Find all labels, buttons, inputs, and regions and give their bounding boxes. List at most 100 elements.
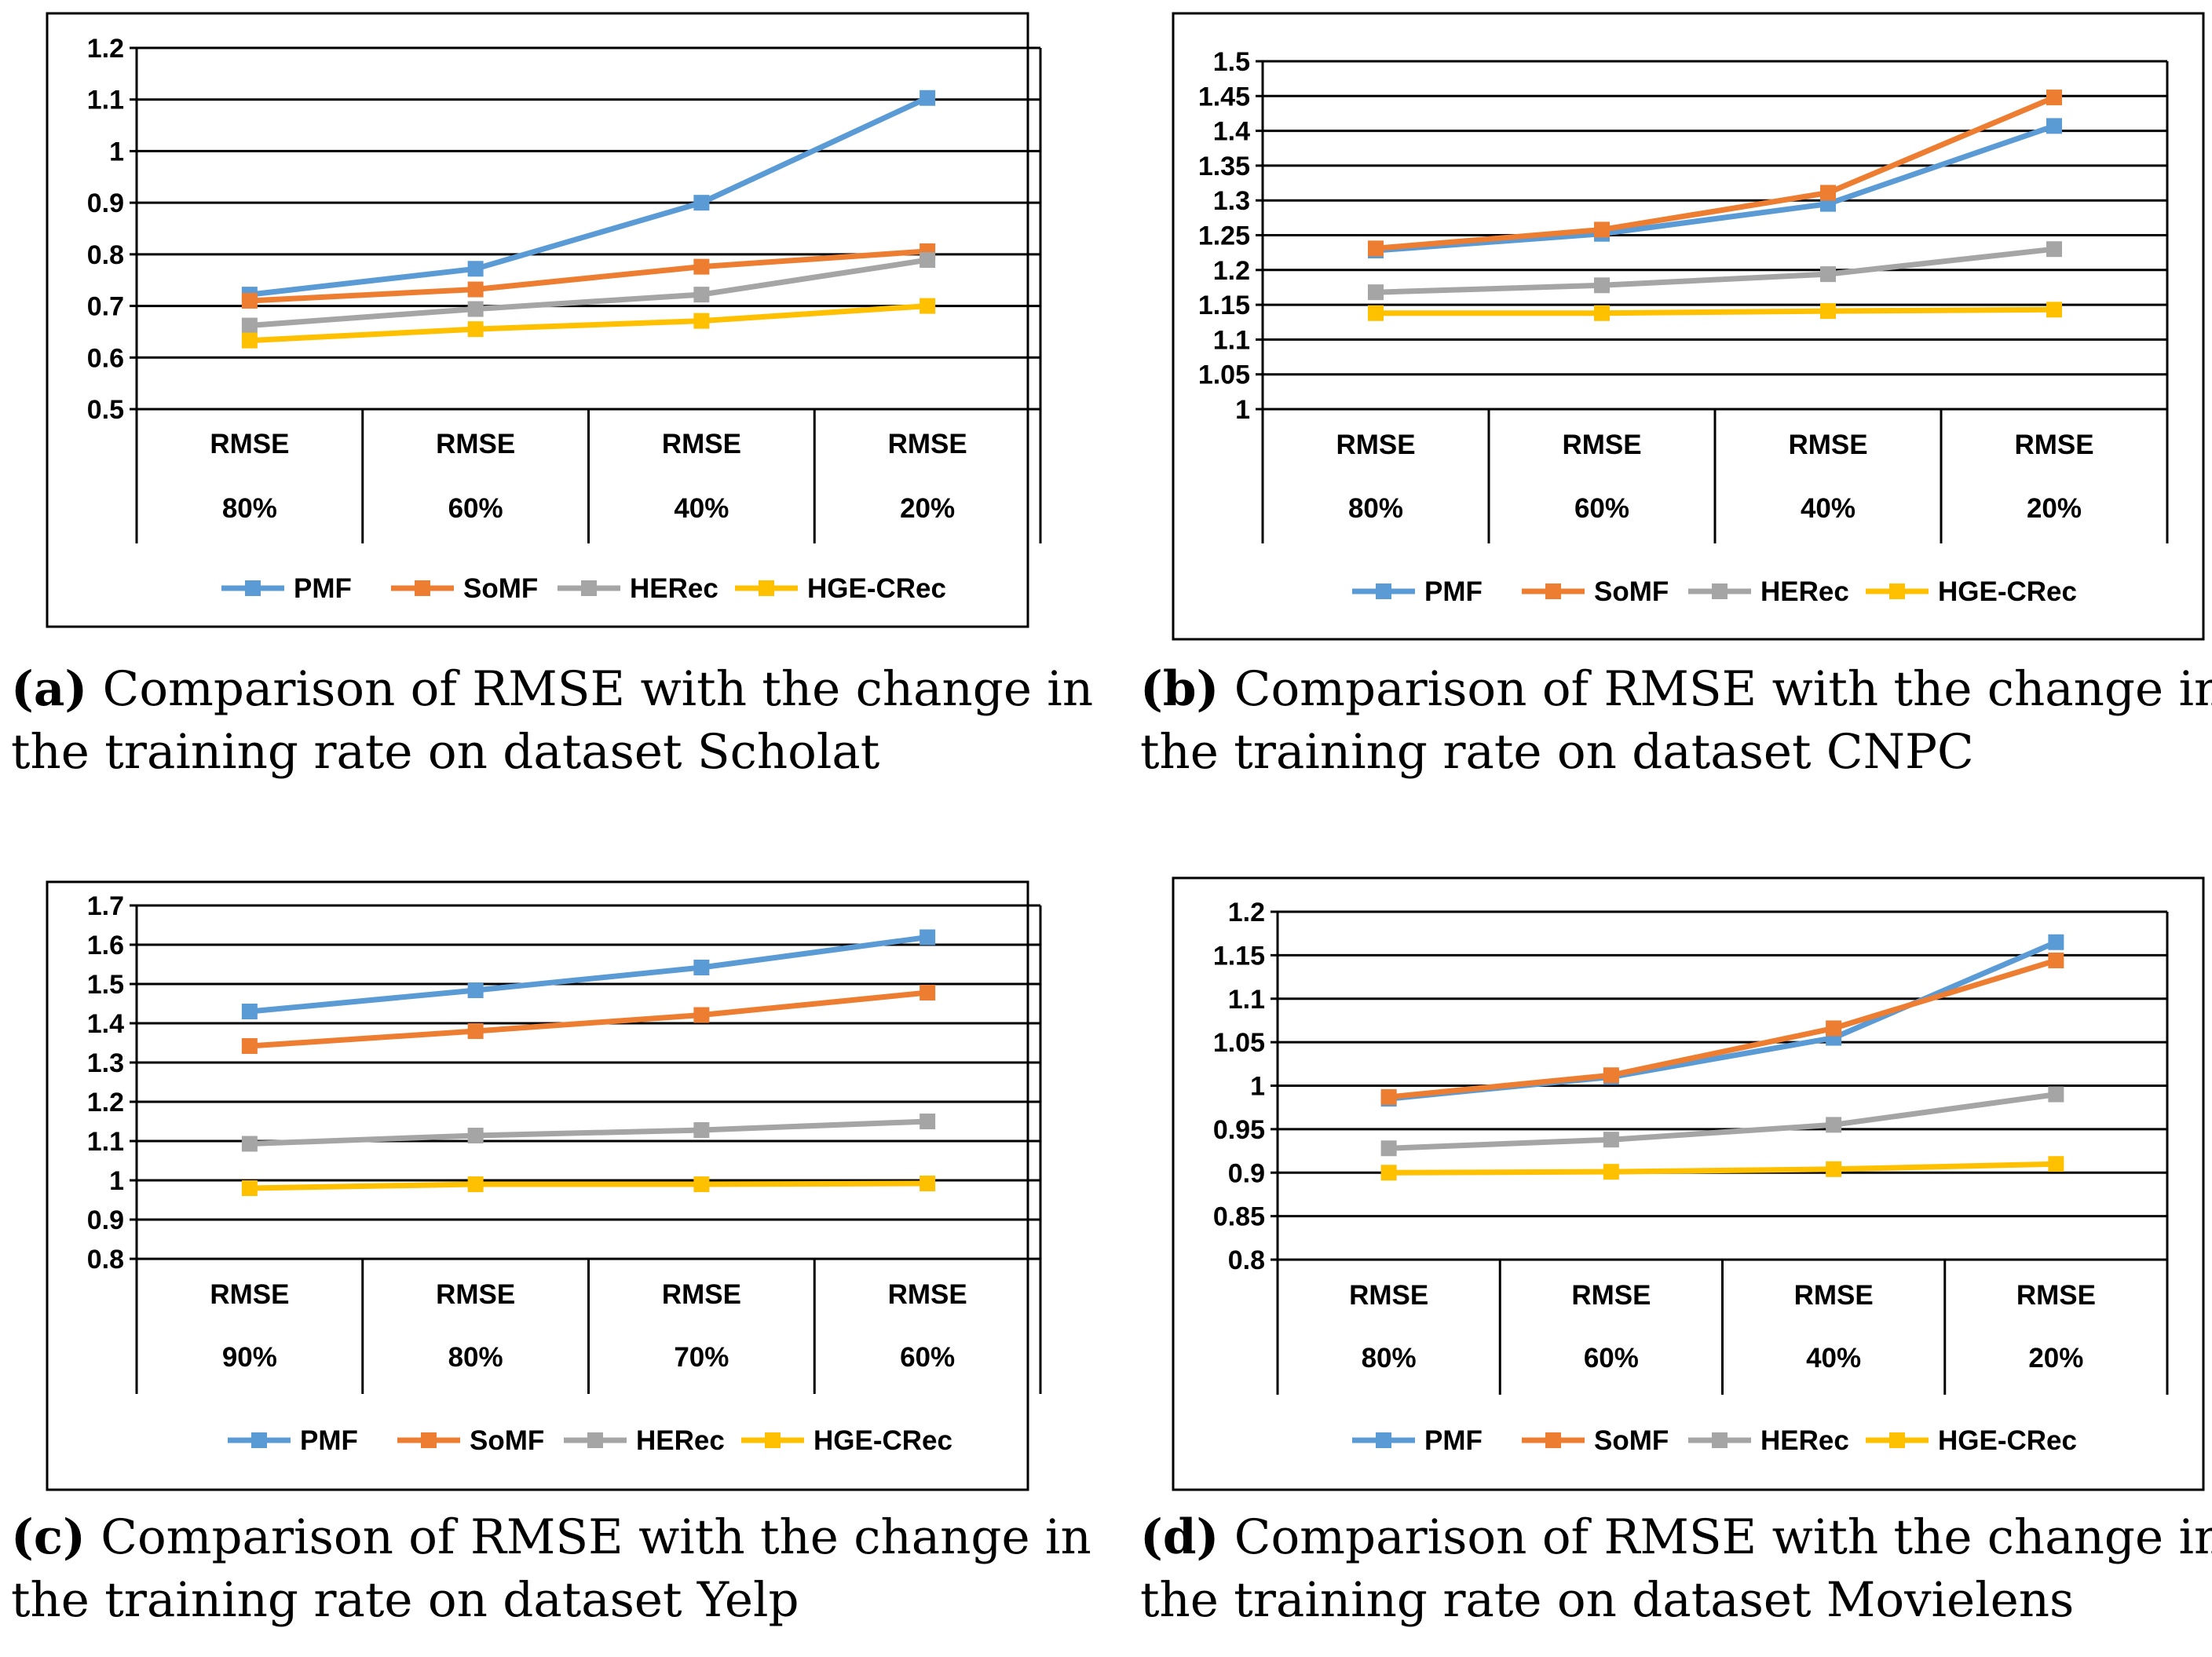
legend-swatch-marker [587, 1432, 603, 1448]
legend-label: PMF [300, 1425, 358, 1456]
data-point-pmf [693, 195, 710, 211]
x-tick-label: 70% [674, 1342, 729, 1373]
legend-swatch-marker [415, 580, 430, 596]
y-tick-label: 0.85 [1213, 1202, 1265, 1232]
y-tick-label: 0.9 [87, 188, 124, 218]
caption-letter: (a) [11, 661, 87, 717]
y-tick-label: 1.45 [1198, 82, 1250, 112]
data-point-hge-crec [467, 1176, 484, 1192]
data-point-herec [693, 287, 710, 303]
legend-swatch-marker [1889, 583, 1905, 599]
legend-label: HERec [1760, 1425, 1849, 1456]
series-line-pmf [1375, 123, 2056, 254]
data-point-somf [241, 293, 258, 309]
data-point-herec [920, 1114, 936, 1129]
data-point-somf [1826, 1020, 1842, 1037]
data-point-herec [241, 1136, 258, 1152]
y-tick-label: 1 [109, 1166, 124, 1196]
caption-text: Comparison of RMSE with the change in [1234, 661, 2212, 717]
data-point-hge-crec [693, 1176, 710, 1192]
series-line-pmf [249, 95, 929, 298]
y-tick-label: 1.1 [87, 1127, 124, 1157]
x-group-label: RMSE [888, 1279, 967, 1310]
data-point-herec [2046, 241, 2062, 258]
x-group-label: RMSE [210, 429, 289, 459]
caption-line-1: (c) Comparison of RMSE with the change i… [11, 1509, 1091, 1565]
data-point-pmf [467, 982, 484, 998]
caption-letter: (b) [1140, 661, 1219, 717]
x-group-label: RMSE [436, 1279, 515, 1310]
y-tick-label: 0.9 [87, 1205, 124, 1235]
caption-line-2: the training rate on dataset Movielens [1140, 1572, 2074, 1628]
data-point-herec [1826, 1117, 1842, 1133]
data-point-hge-crec [920, 1176, 936, 1191]
data-point-hge-crec [1820, 303, 1836, 320]
data-point-herec [467, 1128, 484, 1143]
y-tick-label: 1 [1250, 1072, 1265, 1102]
legend-label: HERec [630, 573, 718, 604]
y-tick-label: 0.95 [1213, 1115, 1265, 1145]
y-tick-label: 1.5 [87, 970, 124, 1000]
data-point-somf [693, 1007, 710, 1023]
legend-swatch-marker [245, 580, 261, 596]
legend-label: HGE-CRec [1938, 1425, 2077, 1456]
y-tick-label: 1.15 [1198, 291, 1250, 320]
legend-label: HGE-CRec [807, 573, 946, 604]
x-group-label: RMSE [436, 429, 515, 459]
legend-label: SoMF [463, 573, 538, 604]
x-tick-label: 80% [1348, 493, 1403, 524]
x-tick-label: 80% [1362, 1343, 1417, 1374]
legend-swatch-marker [765, 1432, 781, 1448]
legend-swatch-marker [1712, 1432, 1728, 1448]
legend-swatch-marker [251, 1432, 267, 1448]
x-group-label: RMSE [210, 1279, 289, 1310]
series-line-somf [249, 248, 928, 304]
series-line-hge-crec [1376, 306, 2055, 316]
data-point-somf [2046, 90, 2062, 106]
data-point-herec [2048, 1086, 2064, 1103]
y-tick-label: 1.3 [1213, 186, 1250, 216]
data-point-somf [1820, 185, 1836, 201]
data-point-hge-crec [1826, 1161, 1842, 1177]
caption-text: Comparison of RMSE with the change in [1234, 1509, 2212, 1565]
series-line-hge-crec [249, 303, 928, 344]
caption-text: Comparison of RMSE with the change in [101, 1509, 1091, 1565]
data-point-somf [693, 258, 710, 275]
data-point-hge-crec [1594, 305, 1610, 321]
legend-swatch-marker [759, 580, 774, 596]
data-point-somf [467, 281, 484, 298]
legend-swatch-marker [1545, 1432, 1561, 1448]
chart-frame [46, 12, 1029, 628]
legend-label: PMF [1424, 576, 1483, 607]
data-point-somf [467, 1023, 484, 1039]
x-tick-label: 20% [2027, 493, 2082, 524]
y-tick-label: 0.8 [1228, 1245, 1265, 1275]
data-point-pmf [920, 929, 936, 946]
y-tick-label: 0.6 [87, 343, 124, 373]
series-line-herec [249, 1118, 928, 1147]
y-tick-label: 1.35 [1198, 152, 1250, 181]
y-tick-label: 0.8 [87, 1245, 124, 1275]
data-point-somf [1380, 1088, 1397, 1105]
caption-line-2: the training rate on dataset CNPC [1140, 724, 1974, 780]
data-point-somf [1368, 240, 1384, 257]
x-group-label: RMSE [1336, 430, 1415, 460]
chart-panel-2: 0.8 0.9 1 1.1 1.2 1.3 1.4 1.5 1.6 1.7 RMSE 90% RMSE 8… [11, 880, 1091, 1628]
series-line-herec [249, 257, 928, 328]
data-point-herec [1594, 277, 1610, 294]
x-group-label: RMSE [1562, 430, 1641, 460]
legend-swatch-marker [1545, 583, 1561, 599]
caption-text: Comparison of RMSE with the change in [103, 661, 1093, 717]
data-point-hge-crec [1368, 305, 1384, 321]
y-tick-label: 1.4 [87, 1009, 124, 1039]
caption-letter: (d) [1140, 1509, 1219, 1565]
x-tick-label: 80% [448, 1342, 503, 1373]
legend-label: SoMF [470, 1425, 544, 1456]
chart-frame [46, 880, 1029, 1491]
legend-swatch-marker [581, 580, 597, 596]
data-point-pmf [920, 90, 936, 106]
x-tick-label: 40% [674, 493, 729, 524]
legend-label: PMF [294, 573, 352, 604]
series-line-somf [1375, 94, 2056, 251]
